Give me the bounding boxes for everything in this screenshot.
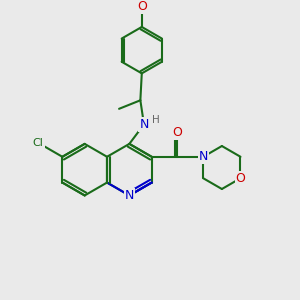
Text: O: O [172,126,182,139]
Text: N: N [199,150,208,163]
Text: N: N [139,118,149,131]
Text: Cl: Cl [33,138,44,148]
Text: N: N [199,150,208,163]
Text: O: O [236,172,245,185]
Text: N: N [125,189,134,202]
Text: O: O [137,0,147,14]
Text: H: H [152,115,160,125]
